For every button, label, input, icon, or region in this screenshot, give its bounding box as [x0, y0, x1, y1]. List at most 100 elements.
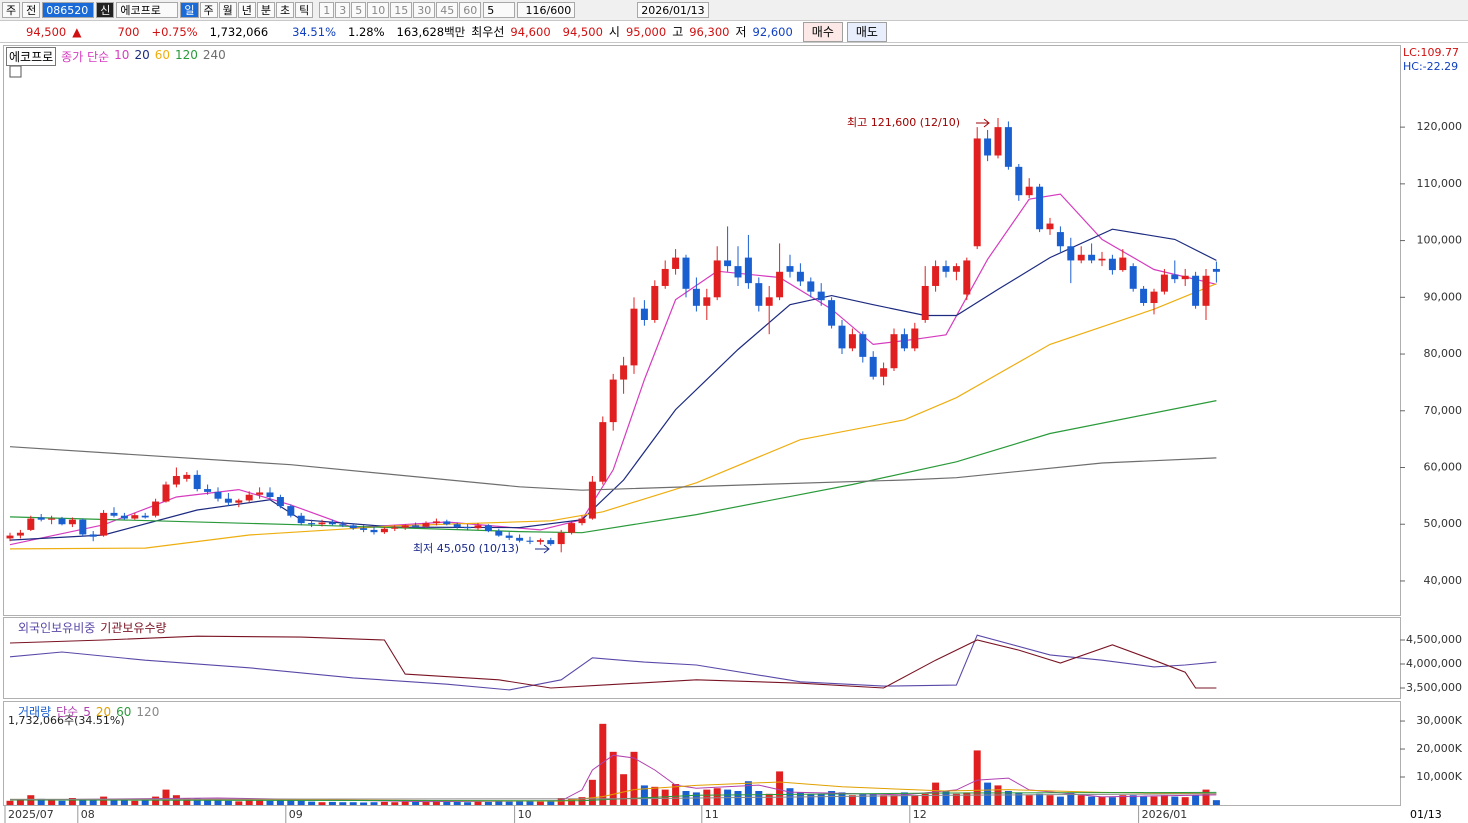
x-tick-label: 2025/07	[8, 808, 54, 821]
range: 116/600	[517, 2, 576, 18]
legend-entry: 120	[175, 48, 198, 62]
grid-icon[interactable]	[9, 65, 22, 78]
volume-bar	[193, 798, 201, 805]
volume-bar	[661, 789, 669, 805]
interval[interactable]: 10	[367, 2, 390, 18]
candle-body	[183, 474, 191, 479]
bid: 94,500	[562, 24, 603, 39]
candle-body	[1067, 246, 1075, 261]
volume-bar	[973, 750, 981, 805]
candle-body	[100, 512, 108, 536]
ma-line	[9, 634, 1217, 691]
legend-entry: 10	[114, 48, 130, 62]
candle-body	[526, 540, 534, 542]
x-tick-label: 08	[81, 808, 95, 821]
period[interactable]: 초	[276, 2, 295, 18]
candle-body	[453, 524, 461, 528]
price-panel	[3, 45, 1401, 616]
volume-bar	[1088, 796, 1096, 805]
interval[interactable]: 3	[335, 2, 351, 18]
high-label: 고	[672, 25, 684, 39]
volume-title: 거래량	[18, 705, 52, 719]
candle-body	[224, 498, 232, 503]
legend-entry: 20	[134, 48, 150, 62]
interval[interactable]: 5	[351, 2, 367, 18]
low-arrow	[535, 544, 550, 554]
high-annotation: 최고 121,600 (12/10)	[847, 116, 960, 129]
volume-bar	[68, 798, 76, 805]
candle-body	[859, 334, 867, 357]
volume-bar	[152, 796, 160, 805]
period[interactable]: 분	[256, 2, 275, 18]
volume-bar	[547, 800, 555, 805]
sell-button[interactable]: 매도	[846, 21, 887, 42]
volume-bar	[360, 802, 368, 805]
market[interactable]: 주	[2, 2, 21, 18]
candle-body	[1015, 166, 1023, 196]
own-panel	[3, 617, 1401, 699]
period[interactable]: 주	[199, 2, 218, 18]
candle-body	[89, 534, 97, 537]
candle-body	[245, 494, 253, 501]
candle-body	[796, 271, 804, 282]
volume-bar	[339, 802, 347, 805]
volume-bar	[1140, 796, 1148, 805]
hc: HC:-22.29	[1403, 60, 1458, 73]
volume-bar	[16, 799, 24, 805]
lc: LC:109.77	[1403, 46, 1459, 59]
open: 95,000	[625, 24, 667, 39]
y-tick-label: 100,000	[1417, 234, 1463, 247]
price-legend: 에코프로 종가 단순 10 20 60 120 240	[6, 47, 226, 66]
volume-bar	[713, 788, 721, 805]
candle-body	[328, 522, 336, 525]
volume-bar	[838, 792, 846, 805]
code[interactable]: 086520	[42, 2, 95, 18]
ma-label: 종가 단순	[61, 50, 110, 64]
interval[interactable]: 15	[390, 2, 413, 18]
period[interactable]: 일	[180, 2, 199, 18]
count[interactable]: 5	[483, 2, 516, 18]
volume-bar	[37, 798, 45, 805]
ma-line	[9, 400, 1217, 534]
candle-body	[1129, 266, 1137, 289]
candle-body	[1150, 291, 1158, 303]
candle-body	[734, 266, 742, 278]
vol-ratio: 34.51%	[292, 24, 336, 39]
buy-button[interactable]: 매수	[802, 21, 843, 42]
candle-body	[68, 519, 76, 525]
candle-body	[630, 308, 638, 366]
stock-name[interactable]: 에코프로	[116, 2, 179, 18]
candle-body	[1202, 275, 1210, 306]
volume-bar	[776, 771, 784, 805]
candle-body	[807, 281, 815, 292]
new-flag[interactable]: 신	[96, 2, 115, 18]
date[interactable]: 2026/01/13	[637, 2, 709, 18]
period[interactable]: 틱	[295, 2, 314, 18]
candle-body	[724, 260, 732, 267]
candle-body	[890, 334, 898, 369]
volume-panel	[3, 701, 1401, 806]
candle-body	[1192, 275, 1200, 306]
y-tick-label: 80,000	[1424, 347, 1463, 360]
interval[interactable]: 45	[436, 2, 459, 18]
chart: 최고 121,600 (12/10) 최저 45,050 (10/13) LC:…	[3, 45, 1463, 823]
volume-bar	[744, 781, 752, 805]
period[interactable]: 월	[218, 2, 237, 18]
y-tick-label: 4,000,000	[1406, 657, 1462, 670]
interval[interactable]: 30	[413, 2, 436, 18]
candle-body	[994, 127, 1002, 156]
change: 700	[117, 24, 140, 39]
candle-body	[297, 515, 305, 524]
period[interactable]: 년	[237, 2, 256, 18]
interval[interactable]: 1	[319, 2, 335, 18]
volume-bar	[1181, 797, 1189, 805]
candle-body	[162, 484, 170, 502]
volume-bar	[495, 801, 503, 805]
interval[interactable]: 60	[459, 2, 482, 18]
candle-body	[828, 300, 836, 326]
candle-body	[1098, 258, 1106, 261]
candle-body	[412, 525, 420, 527]
prev[interactable]: 전	[22, 2, 41, 18]
volume-bar	[1004, 791, 1012, 805]
volume-bar	[256, 800, 264, 805]
